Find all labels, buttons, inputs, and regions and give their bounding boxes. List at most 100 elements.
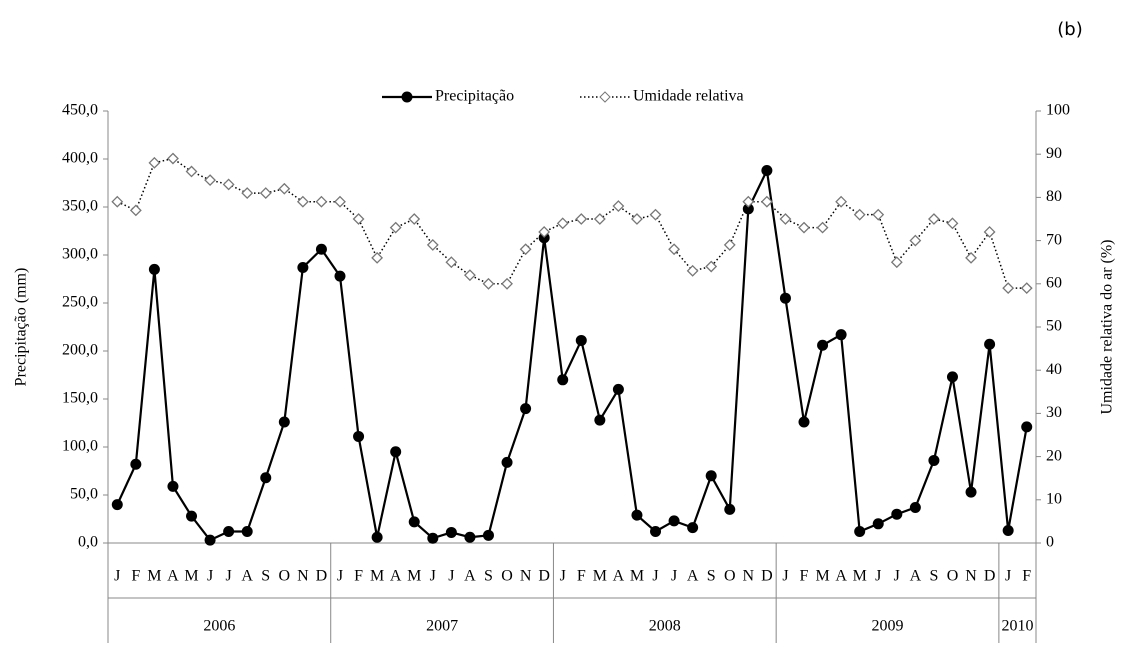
x-tick-label: J [875, 568, 881, 585]
x-tick-label: J [448, 568, 454, 585]
data-point [649, 208, 662, 221]
data-point [185, 165, 198, 178]
data-point [594, 414, 606, 426]
series-line [116, 157, 1027, 289]
data-point [575, 213, 588, 225]
y2-tick-label: 0 [1046, 534, 1054, 551]
x-tick-label: J [430, 568, 436, 585]
data-point [130, 458, 142, 470]
data-point [297, 261, 309, 273]
x-tick-label: F [577, 568, 586, 585]
x-tick-label: A [390, 568, 402, 585]
x-tick-label: M [370, 568, 384, 585]
x-tick-label: N [520, 568, 532, 585]
y-tick-label: 400,0 [62, 150, 98, 167]
data-point [798, 221, 810, 234]
data-point [501, 277, 513, 290]
y-axis-title: Precipitação (mm) [13, 268, 30, 387]
data-point [742, 195, 755, 208]
data-point [464, 531, 476, 543]
x-tick-label: A [613, 568, 625, 585]
data-point [1002, 282, 1015, 295]
data-point [835, 195, 848, 208]
data-point [909, 234, 922, 247]
data-point [315, 243, 327, 255]
group-label: 2009 [872, 618, 904, 635]
x-tick-label: J [671, 568, 677, 585]
data-point [854, 525, 866, 537]
x-tick-label: A [167, 568, 179, 585]
data-point [984, 338, 996, 350]
x-tick-label: F [354, 568, 363, 585]
x-tick-label: N [743, 568, 755, 585]
y2-tick-label: 90 [1046, 145, 1062, 162]
data-point [315, 195, 328, 208]
data-point [334, 270, 346, 282]
data-point [408, 213, 421, 225]
data-point [371, 531, 383, 543]
data-point [965, 486, 977, 498]
y2-tick-label: 60 [1046, 274, 1062, 291]
x-tick-label: A [835, 568, 847, 585]
data-point [612, 383, 624, 395]
data-point [241, 525, 253, 537]
x-tick-label: D [761, 568, 773, 585]
legend-marker [599, 91, 611, 103]
x-tick-label: M [593, 568, 607, 585]
data-point [445, 526, 457, 538]
data-point [668, 515, 680, 527]
data-point [371, 251, 384, 264]
y2-tick-label: 20 [1046, 447, 1062, 464]
data-point [891, 508, 903, 520]
y2-tick-label: 10 [1046, 490, 1062, 507]
data-point [482, 529, 494, 541]
legend-marker [401, 91, 413, 103]
x-tick-label: A [241, 568, 253, 585]
data-point [928, 454, 940, 466]
data-point [668, 243, 680, 256]
y-tick-label: 50,0 [70, 486, 98, 503]
data-point [408, 516, 420, 528]
y2-tick-label: 70 [1046, 231, 1062, 248]
data-point [983, 226, 996, 238]
data-point [723, 239, 736, 251]
data-point [779, 292, 791, 304]
data-point [872, 518, 884, 530]
data-point [223, 525, 235, 537]
data-point [872, 208, 885, 221]
x-tick-label: D [538, 568, 550, 585]
data-point [853, 208, 866, 221]
y2-tick-label: 100 [1046, 102, 1070, 119]
y-tick-label: 200,0 [62, 342, 98, 359]
data-point [334, 195, 346, 208]
x-tick-label: F [800, 568, 809, 585]
group-label: 2006 [203, 618, 235, 635]
x-tick-label: J [782, 568, 788, 585]
x-tick-label: N [965, 568, 977, 585]
x-tick-label: S [929, 568, 938, 585]
y-tick-label: 250,0 [62, 294, 98, 311]
data-point [278, 182, 291, 195]
x-tick-label: D [984, 568, 996, 585]
data-point [557, 374, 569, 386]
data-point [612, 200, 625, 212]
x-tick-label: J [226, 568, 232, 585]
data-point [835, 329, 847, 341]
x-tick-label: D [316, 568, 328, 585]
data-point [241, 187, 254, 199]
y2-tick-label: 80 [1046, 188, 1062, 205]
data-point [946, 371, 958, 383]
data-point [817, 339, 829, 351]
data-point [705, 470, 717, 482]
data-point [705, 260, 718, 273]
data-point [148, 263, 160, 275]
x-tick-label: M [815, 568, 829, 585]
data-point [260, 472, 272, 484]
data-point [278, 416, 290, 428]
x-tick-label: O [501, 568, 513, 585]
data-point [464, 269, 476, 282]
x-tick-label: J [560, 568, 566, 585]
y-tick-label: 300,0 [62, 246, 98, 263]
x-tick-label: J [337, 568, 343, 585]
